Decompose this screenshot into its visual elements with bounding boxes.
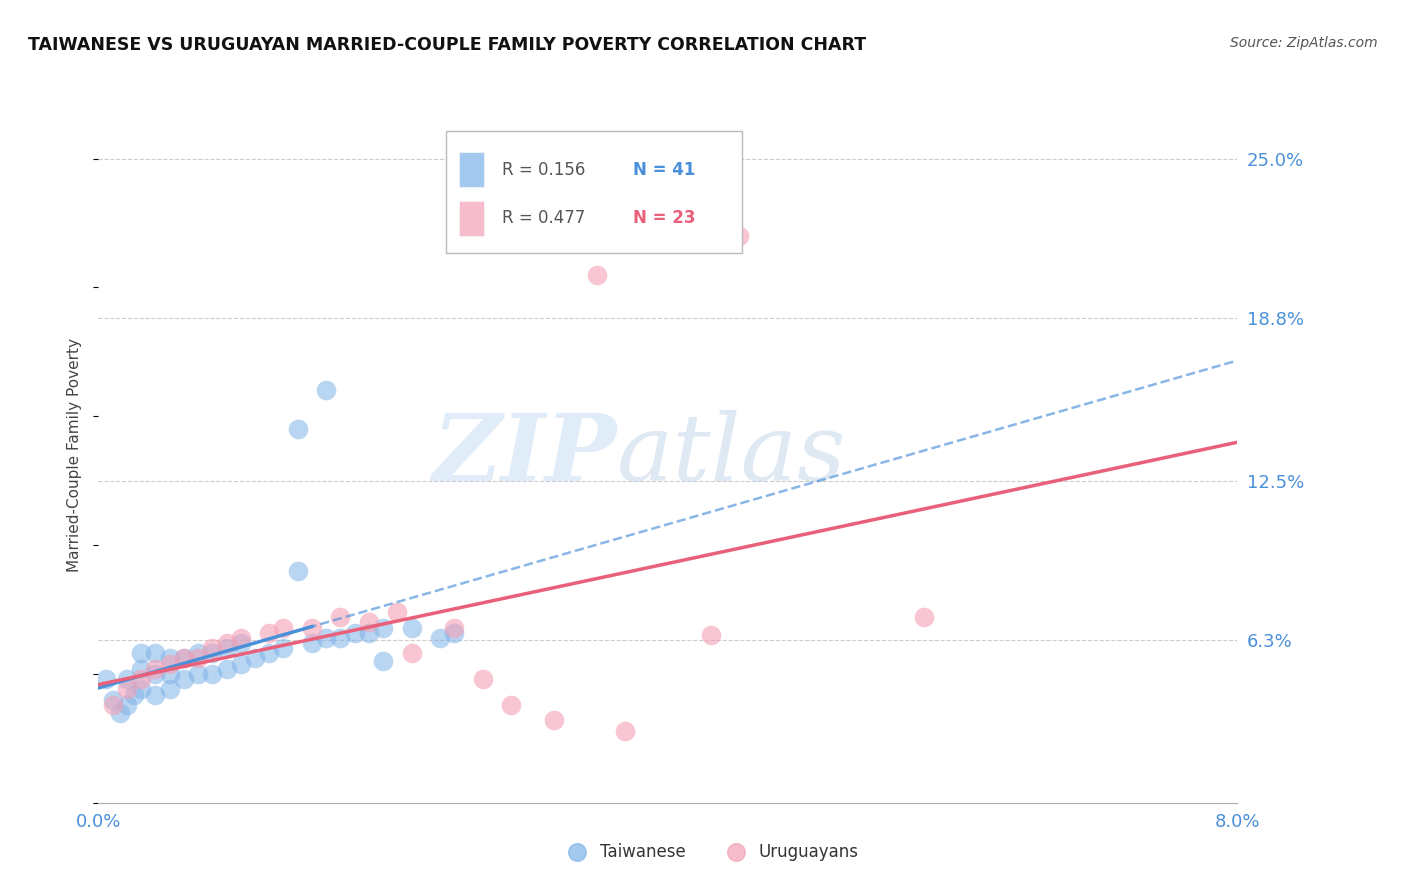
Point [145,688,167,702]
Point [215,636,238,650]
Point [329,610,352,624]
Point [315,384,337,398]
Point [287,422,309,436]
Point [145,667,167,681]
Text: Source: ZipAtlas.com: Source: ZipAtlas.com [1230,36,1378,50]
Point [159,657,181,671]
Point [357,625,380,640]
Point [187,651,209,665]
Text: R = 0.477: R = 0.477 [502,210,585,227]
Bar [460,153,485,187]
Y-axis label: Married-Couple Family Poverty: Married-Couple Family Poverty [67,338,83,572]
Point [159,651,181,665]
Point [201,667,224,681]
Point [543,714,565,728]
Point [215,641,238,656]
Point [229,631,252,645]
Point [159,667,181,681]
Point [94,672,117,686]
Point [912,610,935,624]
Point [129,682,152,697]
Text: N = 41: N = 41 [633,161,695,178]
FancyBboxPatch shape [446,131,742,253]
Point [201,641,224,656]
Point [273,641,295,656]
Point [401,621,423,635]
Point [101,692,124,706]
Bar [460,201,485,235]
Text: Uruguayans: Uruguayans [759,843,859,861]
Text: atlas: atlas [617,410,846,500]
Point [259,646,281,660]
Point [429,631,451,645]
Point [173,651,195,665]
Point [728,228,751,243]
Point [329,631,352,645]
Point [229,636,252,650]
Point [273,621,295,635]
Point [387,605,409,619]
Text: ZIP: ZIP [433,410,617,500]
Point [129,662,152,676]
Point [159,682,181,697]
Point [115,672,138,686]
Point [215,662,238,676]
Point [443,625,465,640]
Point [145,646,167,660]
Point [108,706,131,720]
Point [229,657,252,671]
Point [115,698,138,712]
Text: N = 23: N = 23 [633,210,695,227]
Point [401,646,423,660]
Point [287,564,309,578]
Point [259,625,281,640]
Point [201,646,224,660]
Text: TAIWANESE VS URUGUAYAN MARRIED-COUPLE FAMILY POVERTY CORRELATION CHART: TAIWANESE VS URUGUAYAN MARRIED-COUPLE FA… [28,36,866,54]
Point [357,615,380,630]
Point [115,682,138,697]
Point [501,698,523,712]
Point [145,662,167,676]
Point [122,688,145,702]
Point [173,651,195,665]
Point [187,646,209,660]
Point [301,621,323,635]
Point [443,621,465,635]
Point [187,667,209,681]
Point [343,625,366,640]
Point [101,698,124,712]
Text: R = 0.156: R = 0.156 [502,161,585,178]
Point [614,723,637,738]
Point [471,672,494,686]
Point [585,268,607,282]
Point [243,651,266,665]
Point [699,628,721,642]
Point [301,636,323,650]
Point [173,672,195,686]
Point [371,621,394,635]
Point [315,631,337,645]
Text: Taiwanese: Taiwanese [599,843,685,861]
Point [129,672,152,686]
Point [371,654,394,668]
Point [129,646,152,660]
